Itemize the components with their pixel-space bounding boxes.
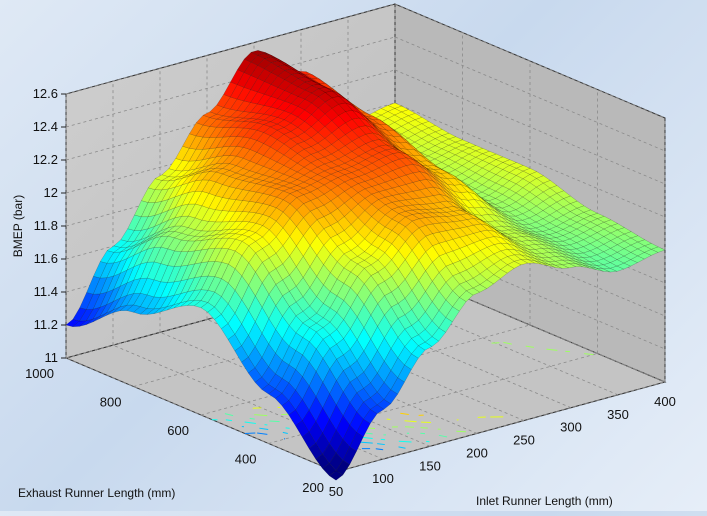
x-tick-label: 200 bbox=[466, 445, 488, 460]
z-axis-label: BMEP (bar) bbox=[11, 195, 25, 257]
x-tick-label: 400 bbox=[654, 394, 676, 409]
z-tick-label: 12.6 bbox=[33, 86, 58, 101]
y-tick-label: 200 bbox=[302, 480, 324, 495]
x-tick-label: 150 bbox=[419, 458, 441, 473]
z-tick-label: 12.4 bbox=[33, 119, 58, 134]
y-tick-label: 800 bbox=[100, 395, 122, 410]
contour-segment bbox=[250, 418, 255, 419]
z-tick-label: 11.2 bbox=[34, 317, 58, 332]
contour-segment bbox=[387, 419, 391, 420]
x-tick-label: 300 bbox=[560, 420, 582, 435]
y-tick-label: 1000 bbox=[25, 366, 54, 381]
x-axis-label: Inlet Runner Length (mm) bbox=[476, 494, 613, 508]
y-axis-label: Exhaust Runner Length (mm) bbox=[18, 486, 175, 500]
z-tick-label: 11.8 bbox=[34, 218, 58, 233]
x-tick-label: 100 bbox=[372, 471, 394, 486]
contour-segment bbox=[456, 431, 466, 432]
contour-segment bbox=[399, 441, 412, 442]
y-tick-label: 600 bbox=[167, 423, 189, 438]
z-tick-label: 12 bbox=[44, 185, 58, 200]
x-tick-label: 350 bbox=[607, 407, 629, 422]
y-tick-label: 400 bbox=[235, 452, 257, 467]
contour-segment bbox=[269, 421, 279, 422]
z-tick-label: 11.4 bbox=[34, 284, 58, 299]
x-tick-label: 50 bbox=[329, 484, 343, 499]
z-tick-label: 11 bbox=[45, 350, 59, 365]
x-tick-label: 250 bbox=[513, 433, 535, 448]
contour-segment bbox=[421, 428, 428, 429]
contour-segment bbox=[366, 433, 373, 434]
z-tick-label: 12.2 bbox=[33, 152, 58, 167]
z-tick-label: 11.6 bbox=[34, 251, 58, 266]
